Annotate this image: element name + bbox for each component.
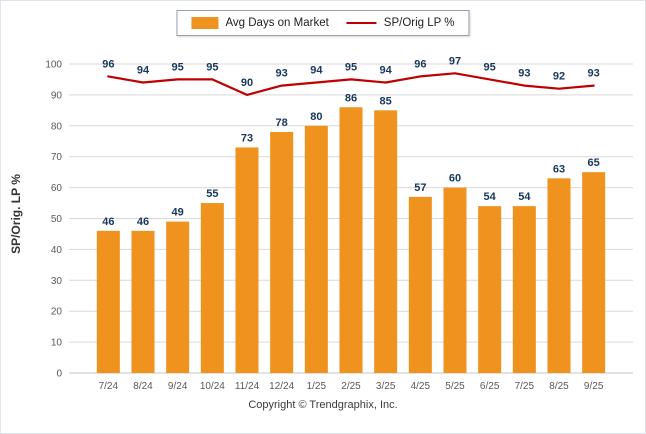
- y-tick-label: 70: [51, 152, 63, 163]
- copyright-text: Copyright © Trendgraphix, Inc.: [248, 399, 398, 411]
- bar-value-label: 49: [172, 207, 184, 219]
- y-tick-label: 30: [51, 276, 63, 287]
- line-value-label: 96: [102, 58, 114, 70]
- bar: [478, 206, 502, 373]
- y-axis-title: SP/Orig. LP %: [9, 174, 23, 254]
- x-tick-label: 9/24: [168, 381, 188, 392]
- legend: Avg Days on Market SP/Orig LP %: [176, 10, 470, 36]
- bar: [304, 125, 328, 373]
- x-tick-label: 10/24: [200, 381, 225, 392]
- bar-value-label: 46: [102, 216, 114, 228]
- x-tick-label: 9/25: [584, 381, 604, 392]
- bar-value-label: 46: [137, 216, 149, 228]
- x-tick-label: 8/25: [549, 381, 569, 392]
- bar-value-label: 65: [588, 157, 600, 169]
- bar: [235, 147, 259, 373]
- line-value-label: 95: [206, 61, 218, 73]
- line-series-swatch-icon: [346, 22, 377, 24]
- bar-value-label: 86: [345, 92, 357, 104]
- bar: [374, 110, 398, 373]
- x-tick-label: 5/25: [445, 381, 465, 392]
- x-tick-label: 1/25: [307, 381, 327, 392]
- x-tick-label: 4/25: [411, 381, 431, 392]
- y-tick-label: 90: [51, 90, 63, 101]
- bar: [131, 230, 155, 373]
- bar-value-label: 73: [241, 132, 253, 144]
- line-value-label: 92: [553, 71, 565, 83]
- y-tick-label: 80: [51, 121, 63, 132]
- y-tick-label: 50: [51, 214, 63, 225]
- line-value-label: 94: [380, 65, 393, 77]
- bar-value-label: 80: [310, 111, 322, 123]
- legend-item-line: SP/Orig LP %: [346, 17, 455, 29]
- bar-value-label: 57: [414, 182, 426, 194]
- x-tick-label: 6/25: [480, 381, 500, 392]
- y-tick-label: 100: [45, 60, 62, 71]
- bar-value-label: 78: [276, 117, 288, 129]
- bar: [547, 178, 571, 373]
- x-tick-label: 12/24: [269, 381, 294, 392]
- bar-value-label: 85: [380, 95, 392, 107]
- y-tick-label: 60: [51, 183, 63, 194]
- bar: [200, 203, 224, 373]
- x-tick-label: 7/25: [515, 381, 535, 392]
- legend-bar-label: Avg Days on Market: [225, 17, 329, 29]
- bar: [270, 131, 294, 373]
- line-value-label: 95: [345, 61, 357, 73]
- x-tick-label: 7/24: [99, 381, 119, 392]
- trend-line: [107, 72, 595, 96]
- x-tick-label: 8/24: [133, 381, 153, 392]
- y-tick-label: 0: [56, 369, 62, 380]
- line-value-label: 93: [518, 68, 530, 80]
- y-tick-label: 10: [51, 338, 63, 349]
- line-value-label: 95: [484, 61, 496, 73]
- line-value-label: 96: [414, 58, 426, 70]
- bar: [339, 107, 363, 373]
- legend-item-bar: Avg Days on Market: [191, 17, 329, 29]
- bar: [443, 187, 467, 373]
- bar-value-label: 54: [484, 191, 497, 203]
- bar-value-label: 55: [206, 188, 218, 200]
- x-tick-label: 2/25: [341, 381, 361, 392]
- bar: [96, 230, 120, 373]
- line-value-label: 90: [241, 77, 253, 89]
- x-tick-label: 11/24: [235, 381, 260, 392]
- line-value-label: 93: [276, 68, 288, 80]
- line-value-label: 95: [172, 61, 184, 73]
- line-value-label: 93: [588, 68, 600, 80]
- x-tick-label: 3/25: [376, 381, 396, 392]
- line-value-label: 94: [137, 65, 150, 77]
- bar: [582, 172, 606, 373]
- line-value-label: 94: [310, 65, 323, 77]
- bar-value-label: 60: [449, 173, 461, 185]
- y-tick-label: 20: [51, 307, 63, 318]
- bar-value-label: 54: [518, 191, 531, 203]
- bar-series-swatch-icon: [191, 17, 219, 29]
- bar: [166, 221, 190, 373]
- bar: [512, 206, 536, 373]
- y-tick-label: 40: [51, 245, 63, 256]
- legend-line-label: SP/Orig LP %: [383, 17, 455, 29]
- bar: [408, 196, 432, 373]
- line-value-label: 97: [449, 55, 461, 67]
- bar-value-label: 63: [553, 163, 565, 175]
